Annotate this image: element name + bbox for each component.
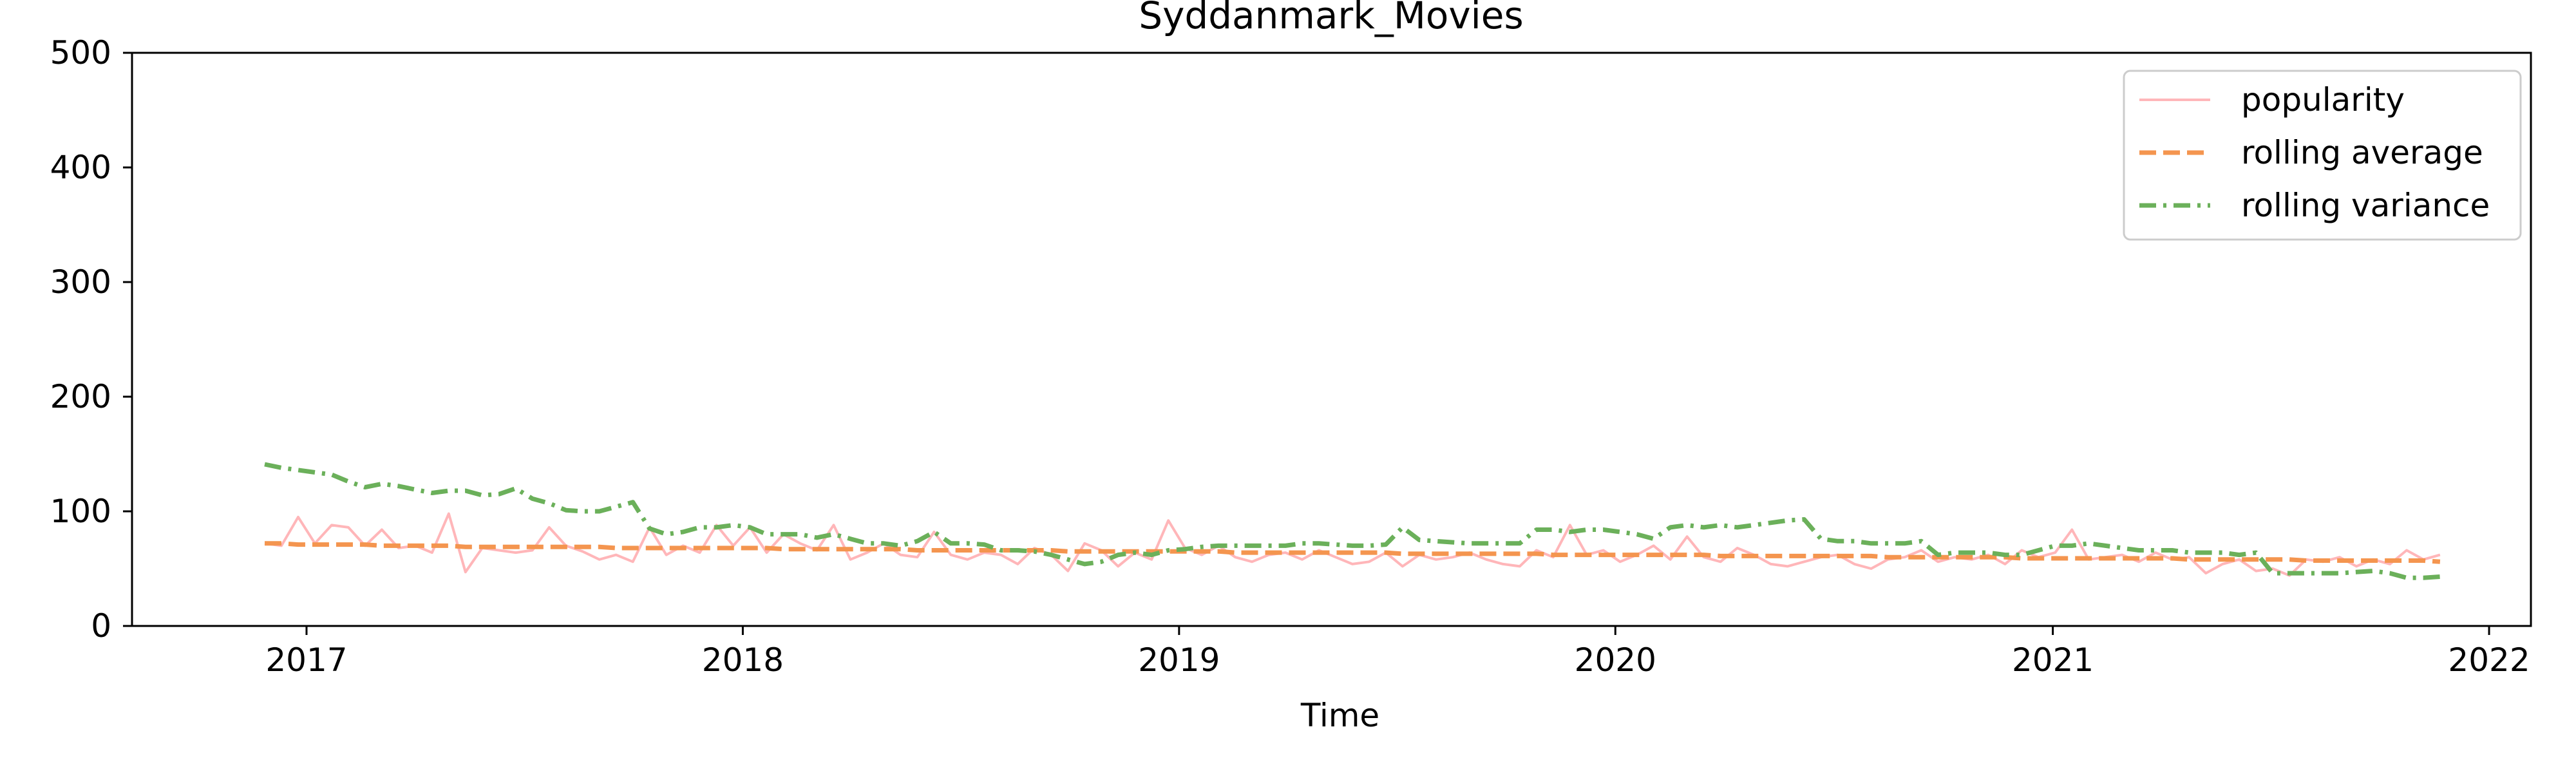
x-tick-label: 2017	[265, 641, 347, 679]
series-line-rolling-variance	[264, 462, 2441, 580]
x-tick-label: 2021	[2012, 641, 2094, 679]
plot-frame	[131, 52, 2532, 627]
y-tick-label: 400	[50, 149, 111, 186]
legend-label-rolling-average: rolling average	[2241, 134, 2483, 171]
legend: popularity rolling average rolling varia…	[2123, 70, 2522, 241]
series-line-popularity	[264, 512, 2441, 577]
x-axis-label: Time	[1300, 697, 1379, 734]
chart-title: Syddanmark_Movies	[1139, 0, 1523, 37]
plot-area	[264, 462, 2441, 580]
y-tick-label: 500	[50, 34, 111, 71]
legend-label-popularity: popularity	[2241, 81, 2405, 118]
legend-box	[2123, 70, 2522, 241]
x-tick-label: 2020	[1575, 641, 1656, 679]
axes: 0 100 200 300 400 500 2017 2018 2019 2020 2021 2022	[50, 34, 2530, 679]
x-tick-label: 2019	[1138, 641, 1220, 679]
x-tick-label: 2022	[2448, 641, 2530, 679]
series-line-rolling-average	[265, 541, 2441, 564]
y-tick-label: 300	[50, 263, 111, 301]
x-tick-label: 2018	[702, 641, 784, 679]
y-tick-label: 0	[91, 607, 111, 645]
y-tick-label: 200	[50, 378, 111, 415]
y-tick-label: 100	[50, 493, 111, 530]
legend-label-rolling-variance: rolling variance	[2241, 187, 2490, 224]
